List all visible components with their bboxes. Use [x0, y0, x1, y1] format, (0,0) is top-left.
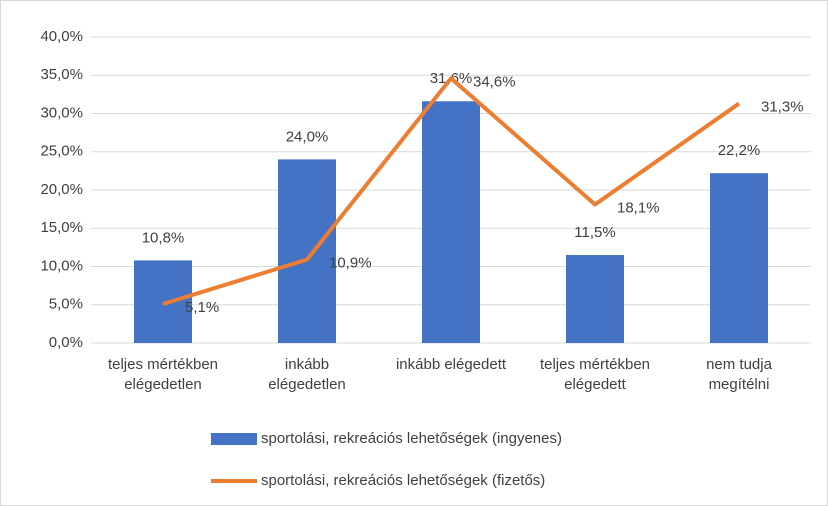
- legend-label: sportolási, rekreációs lehetőségek (ingy…: [261, 430, 562, 447]
- y-tick-label: 5,0%: [49, 296, 83, 313]
- x-tick-label: nem tudja megítélni: [706, 356, 772, 393]
- x-tick-label: teljes mértékben elégedett: [539, 356, 651, 393]
- y-tick-label: 35,0%: [40, 66, 83, 83]
- bar: [566, 255, 624, 343]
- y-tick-label: 20,0%: [40, 181, 83, 198]
- data-label: 5,1%: [185, 299, 219, 316]
- y-tick-label: 30,0%: [40, 104, 83, 121]
- data-label: 22,2%: [718, 142, 761, 159]
- data-label: 10,8%: [142, 229, 185, 246]
- bar: [422, 101, 480, 343]
- data-label: 24,0%: [286, 128, 329, 145]
- data-label: 18,1%: [617, 200, 660, 217]
- y-tick-label: 10,0%: [40, 257, 83, 274]
- y-tick-label: 25,0%: [40, 143, 83, 160]
- legend-label: sportolási, rekreációs lehetőségek (fize…: [261, 472, 545, 489]
- x-tick-label: inkább elégedett: [395, 356, 507, 373]
- bar: [278, 159, 336, 343]
- y-tick-label: 40,0%: [40, 28, 83, 45]
- line: [162, 76, 741, 306]
- data-label: 11,5%: [574, 224, 615, 241]
- bar: [710, 173, 768, 343]
- x-tick-label: inkább elégedetlen: [268, 356, 346, 393]
- legend-swatch: [211, 433, 257, 445]
- y-tick-label: 15,0%: [40, 219, 83, 236]
- y-tick-label: 0,0%: [49, 334, 83, 351]
- bar: [134, 260, 192, 343]
- data-label: 31,3%: [761, 99, 804, 116]
- data-label: 10,9%: [329, 255, 372, 272]
- data-label: 34,6%: [473, 73, 516, 90]
- x-tick-label: teljes mértékben elégedetlen: [107, 356, 219, 393]
